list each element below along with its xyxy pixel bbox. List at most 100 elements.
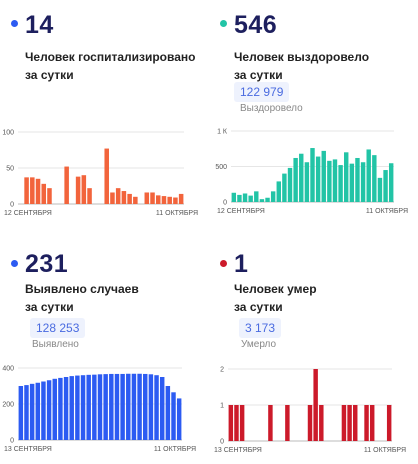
- y-tick-label: 1 К: [217, 129, 228, 136]
- bar: [332, 159, 338, 202]
- bar: [143, 373, 148, 440]
- bar: [276, 181, 281, 202]
- x-end-label: 11 ОКТЯБРЯ: [364, 447, 406, 454]
- panel-hospitalized: 14 Человек госпитализировано за сутки 0 5…: [0, 0, 209, 232]
- y-tick-label: 100: [2, 130, 14, 137]
- bar: [349, 163, 355, 202]
- bar: [97, 374, 103, 440]
- x-end-label: 11 ОКТЯБРЯ: [366, 208, 408, 215]
- hospitalized-description: Человек госпитализировано за сутки: [25, 50, 196, 82]
- bar: [114, 373, 120, 440]
- bar: [69, 376, 74, 440]
- bar: [321, 150, 326, 202]
- bar: [150, 192, 155, 204]
- recovered-count: 546: [234, 11, 278, 39]
- bar: [313, 369, 318, 441]
- bar: [159, 377, 165, 440]
- cases-description: Выявлено случаев за сутки: [25, 282, 139, 314]
- bar: [293, 157, 298, 202]
- bar: [47, 188, 52, 204]
- recovered-description: Человек выздоровело за сутки: [234, 50, 370, 82]
- bar: [344, 152, 349, 202]
- bar: [366, 149, 371, 202]
- bar: [121, 191, 127, 204]
- status-dot: [11, 260, 18, 267]
- bar: [109, 373, 114, 440]
- bar: [176, 398, 182, 440]
- bar: [103, 374, 108, 440]
- bar: [104, 148, 109, 204]
- status-dot: [220, 260, 227, 267]
- panel-cases: 231 Выявлено случаев за сутки 128 253 Вы…: [0, 232, 209, 464]
- bar: [30, 177, 35, 204]
- bar: [242, 193, 248, 202]
- bar: [299, 153, 304, 202]
- bar: [285, 405, 290, 441]
- bar: [383, 170, 388, 202]
- bar: [63, 377, 69, 440]
- deaths-count: 1: [234, 250, 249, 278]
- bar: [46, 380, 52, 440]
- bar: [35, 178, 41, 204]
- bar: [307, 405, 313, 441]
- deaths-chart: 0 1 2 13 СЕНТЯБРЯ 11 ОКТЯБРЯ: [214, 367, 406, 455]
- hospitalized-count: 14: [25, 11, 54, 39]
- deaths-description: Человек умер за сутки: [234, 282, 317, 314]
- bar: [80, 375, 86, 440]
- bar: [154, 375, 159, 440]
- bar: [64, 166, 69, 204]
- x-start-label: 13 СЕНТЯБРЯ: [4, 446, 52, 453]
- bar: [86, 374, 91, 440]
- bar: [75, 176, 81, 204]
- bar: [268, 405, 273, 441]
- bar: [115, 188, 121, 204]
- bar: [388, 163, 394, 202]
- bar: [131, 373, 137, 440]
- bar: [75, 375, 80, 440]
- y-tick-label: 0: [10, 438, 14, 445]
- bar: [265, 197, 270, 202]
- x-start-label: 12 СЕНТЯБРЯ: [4, 210, 52, 217]
- bar: [161, 196, 167, 204]
- bar: [137, 373, 142, 440]
- bar: [41, 183, 47, 204]
- bar: [81, 175, 87, 204]
- bar: [29, 383, 35, 440]
- bar: [282, 173, 287, 202]
- bar: [304, 162, 310, 202]
- bar: [126, 373, 131, 440]
- y-tick-label: 0: [220, 439, 224, 446]
- bar: [127, 193, 132, 204]
- bar: [234, 405, 239, 441]
- bar: [148, 374, 154, 440]
- recovered-total-label: Выздоровело: [240, 103, 303, 114]
- bar: [254, 191, 259, 202]
- bar: [287, 167, 293, 202]
- bar: [133, 196, 138, 204]
- bar: [24, 385, 29, 440]
- bar: [165, 386, 171, 440]
- bar: [237, 194, 242, 202]
- recovered-total: 122 979: [234, 82, 290, 102]
- deaths-total: 3 173: [239, 318, 282, 338]
- bar: [120, 373, 125, 440]
- x-start-label: 12 СЕНТЯБРЯ: [217, 208, 265, 215]
- x-start-label: 13 СЕНТЯБРЯ: [214, 447, 262, 454]
- bar: [338, 165, 343, 202]
- bar: [319, 405, 324, 441]
- bar: [178, 193, 184, 204]
- bar: [171, 392, 176, 440]
- bar: [52, 378, 57, 440]
- bar: [231, 192, 237, 202]
- bar: [110, 192, 115, 204]
- y-tick-label: 2: [220, 367, 224, 374]
- bar: [353, 405, 358, 441]
- bar: [144, 192, 150, 204]
- status-dot: [11, 20, 18, 27]
- bar: [377, 177, 383, 202]
- bar: [167, 196, 172, 204]
- y-tick-label: 1: [220, 403, 224, 410]
- bar: [87, 188, 92, 204]
- bar: [327, 160, 332, 202]
- recovered-chart: 0 500 1 К 12 СЕНТЯБРЯ 11 ОКТЯБРЯ: [215, 129, 408, 216]
